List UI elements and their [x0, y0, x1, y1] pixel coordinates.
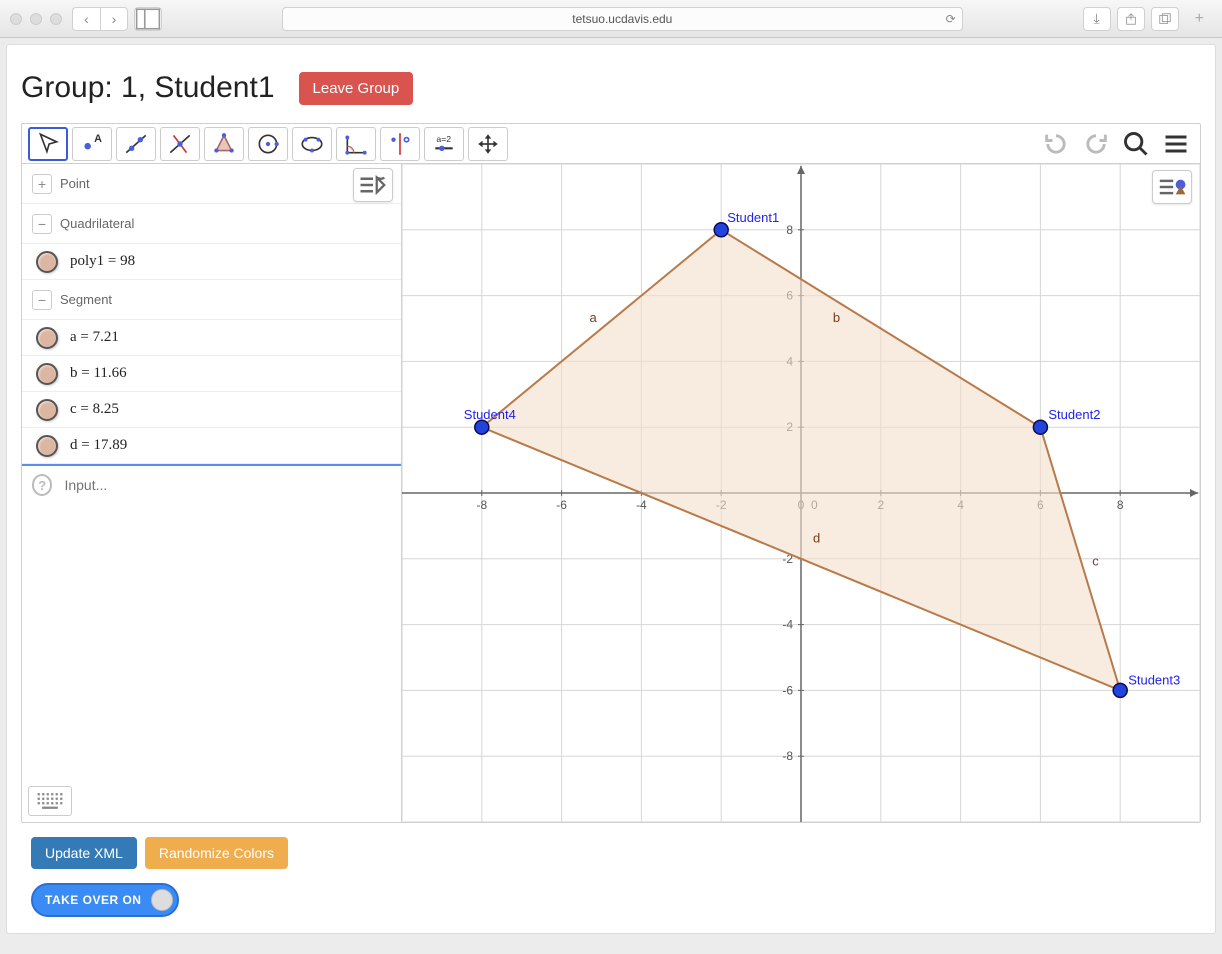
move-view-tool[interactable] — [468, 127, 508, 161]
object-swatch-icon[interactable] — [36, 435, 58, 457]
maximize-window-icon[interactable] — [50, 13, 62, 25]
algebra-row[interactable]: poly1 = 98 — [22, 244, 401, 280]
collapse-icon[interactable]: − — [32, 290, 52, 310]
back-button[interactable]: ‹ — [72, 7, 100, 31]
line-tool[interactable] — [116, 127, 156, 161]
svg-text:Student4: Student4 — [464, 407, 516, 422]
share-button[interactable] — [1117, 7, 1145, 31]
collapse-icon[interactable]: + — [32, 174, 52, 194]
forward-button[interactable]: › — [100, 7, 128, 31]
search-button[interactable] — [1118, 127, 1154, 161]
leave-group-button[interactable]: Leave Group — [299, 72, 414, 105]
address-bar[interactable]: tetsuo.ucdavis.edu ⟳ — [282, 7, 963, 31]
algebra-section-header[interactable]: −Quadrilateral — [22, 204, 401, 244]
graphics-settings-button[interactable] — [1152, 170, 1192, 204]
conic-tool[interactable] — [292, 127, 332, 161]
collapse-icon[interactable]: − — [32, 214, 52, 234]
algebra-section-header[interactable]: −Segment — [22, 280, 401, 320]
sidebar-toggle-button[interactable] — [134, 7, 162, 31]
object-definition: c = 8.25 — [70, 401, 119, 418]
undo-button[interactable] — [1038, 127, 1074, 161]
sort-button[interactable] — [353, 168, 393, 202]
graph-svg: -8-6-4-202468-8-6-4-224680abcdStudent1St… — [402, 164, 1200, 822]
algebra-row[interactable]: b = 11.66 — [22, 356, 401, 392]
new-tab-button[interactable]: + — [1187, 10, 1212, 28]
randomize-colors-button[interactable]: Randomize Colors — [145, 837, 288, 869]
reflect-tool[interactable] — [380, 127, 420, 161]
move-tool[interactable] — [28, 127, 68, 161]
section-label: Segment — [60, 292, 112, 307]
circle-tool[interactable] — [248, 127, 288, 161]
svg-text:8: 8 — [1117, 498, 1124, 512]
perpendicular-tool[interactable] — [160, 127, 200, 161]
svg-text:Student2: Student2 — [1048, 407, 1100, 422]
svg-text:-6: -6 — [556, 498, 567, 512]
svg-text:-6: -6 — [782, 683, 793, 697]
algebra-panel: +Point−Quadrilateralpoly1 = 98−Segmenta … — [22, 164, 402, 822]
svg-text:-8: -8 — [782, 749, 793, 763]
algebra-row[interactable]: c = 8.25 — [22, 392, 401, 428]
svg-text:a=2: a=2 — [436, 133, 451, 143]
url-text: tetsuo.ucdavis.edu — [572, 12, 672, 26]
tool-toolbar: Aa=2 — [22, 124, 1200, 164]
svg-text:-4: -4 — [782, 618, 793, 632]
app-card: Group: 1, Student1 Leave Group Aa=2 — [6, 44, 1216, 934]
action-buttons: Update XML Randomize Colors — [21, 837, 1201, 869]
object-definition: poly1 = 98 — [70, 253, 135, 270]
window-controls — [10, 13, 62, 25]
slider-tool[interactable]: a=2 — [424, 127, 464, 161]
minimize-window-icon[interactable] — [30, 13, 42, 25]
svg-text:Student1: Student1 — [727, 210, 779, 225]
point-tool[interactable]: A — [72, 127, 112, 161]
reload-icon[interactable]: ⟳ — [946, 12, 956, 26]
page-title: Group: 1, Student1 — [21, 71, 275, 105]
algebra-row[interactable]: d = 17.89 — [22, 428, 401, 464]
help-icon[interactable]: ? — [32, 474, 52, 496]
svg-text:a: a — [590, 310, 598, 325]
section-label: Point — [60, 176, 90, 191]
object-swatch-icon[interactable] — [36, 363, 58, 385]
close-window-icon[interactable] — [10, 13, 22, 25]
algebra-row[interactable]: a = 7.21 — [22, 320, 401, 356]
takeover-toggle[interactable]: TAKE OVER ON — [31, 883, 179, 917]
polygon-tool[interactable] — [204, 127, 244, 161]
svg-text:b: b — [833, 310, 840, 325]
keyboard-button[interactable] — [28, 786, 72, 816]
object-swatch-icon[interactable] — [36, 251, 58, 273]
object-swatch-icon[interactable] — [36, 399, 58, 421]
graph-canvas[interactable]: -8-6-4-202468-8-6-4-224680abcdStudent1St… — [402, 164, 1200, 822]
nav-back-forward: ‹ › — [72, 7, 128, 31]
tabs-button[interactable] — [1151, 7, 1179, 31]
menu-button[interactable] — [1158, 127, 1194, 161]
svg-text:d: d — [813, 530, 820, 545]
browser-chrome: ‹ › tetsuo.ucdavis.edu ⟳ ⤓ + — [0, 0, 1222, 38]
svg-text:-8: -8 — [476, 498, 487, 512]
svg-text:8: 8 — [786, 223, 793, 237]
takeover-label: TAKE OVER ON — [45, 893, 141, 907]
update-xml-button[interactable]: Update XML — [31, 837, 137, 869]
angle-tool[interactable] — [336, 127, 376, 161]
svg-text:c: c — [1092, 553, 1099, 568]
svg-text:A: A — [94, 132, 102, 144]
geogebra-app: Aa=2 + — [21, 123, 1201, 823]
section-label: Quadrilateral — [60, 216, 134, 231]
toggle-knob-icon — [151, 889, 173, 911]
object-definition: d = 17.89 — [70, 437, 127, 454]
algebra-input[interactable] — [62, 476, 391, 494]
object-definition: b = 11.66 — [70, 365, 127, 382]
svg-text:Student3: Student3 — [1128, 672, 1180, 687]
svg-text:-4: -4 — [636, 498, 647, 512]
downloads-button[interactable]: ⤓ — [1083, 7, 1111, 31]
algebra-section-header[interactable]: + Point — [22, 164, 401, 204]
object-swatch-icon[interactable] — [36, 327, 58, 349]
object-definition: a = 7.21 — [70, 329, 119, 346]
input-row: ? — [22, 464, 401, 504]
redo-button[interactable] — [1078, 127, 1114, 161]
